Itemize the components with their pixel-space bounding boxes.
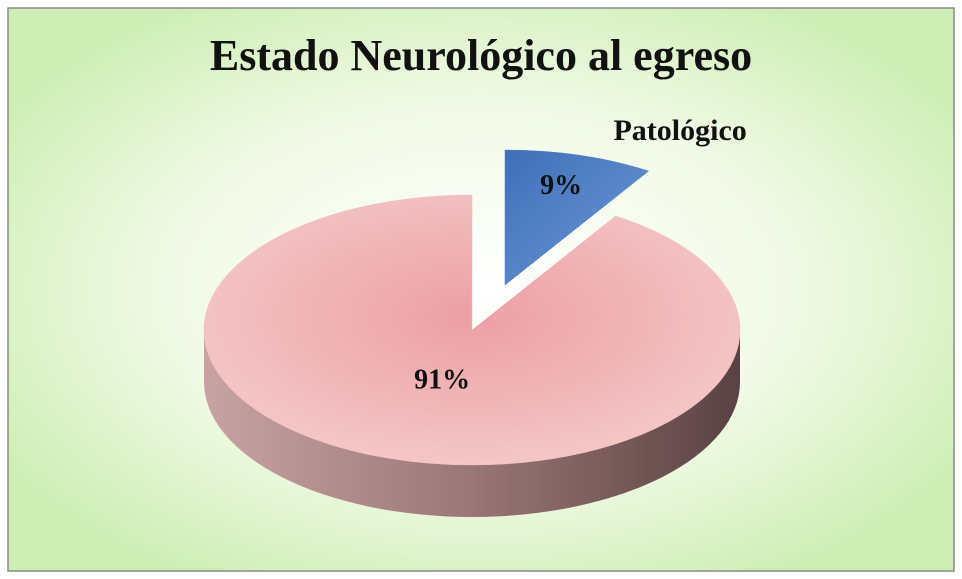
pie-slice (203, 194, 741, 466)
data-label: 91% (414, 364, 470, 395)
pie-slice-side (204, 330, 740, 517)
data-label: 9% (540, 170, 582, 201)
category-label: Patológico (613, 114, 746, 147)
pie-slice (504, 149, 650, 286)
chart-title: Estado Neurológico al egreso (210, 31, 752, 80)
